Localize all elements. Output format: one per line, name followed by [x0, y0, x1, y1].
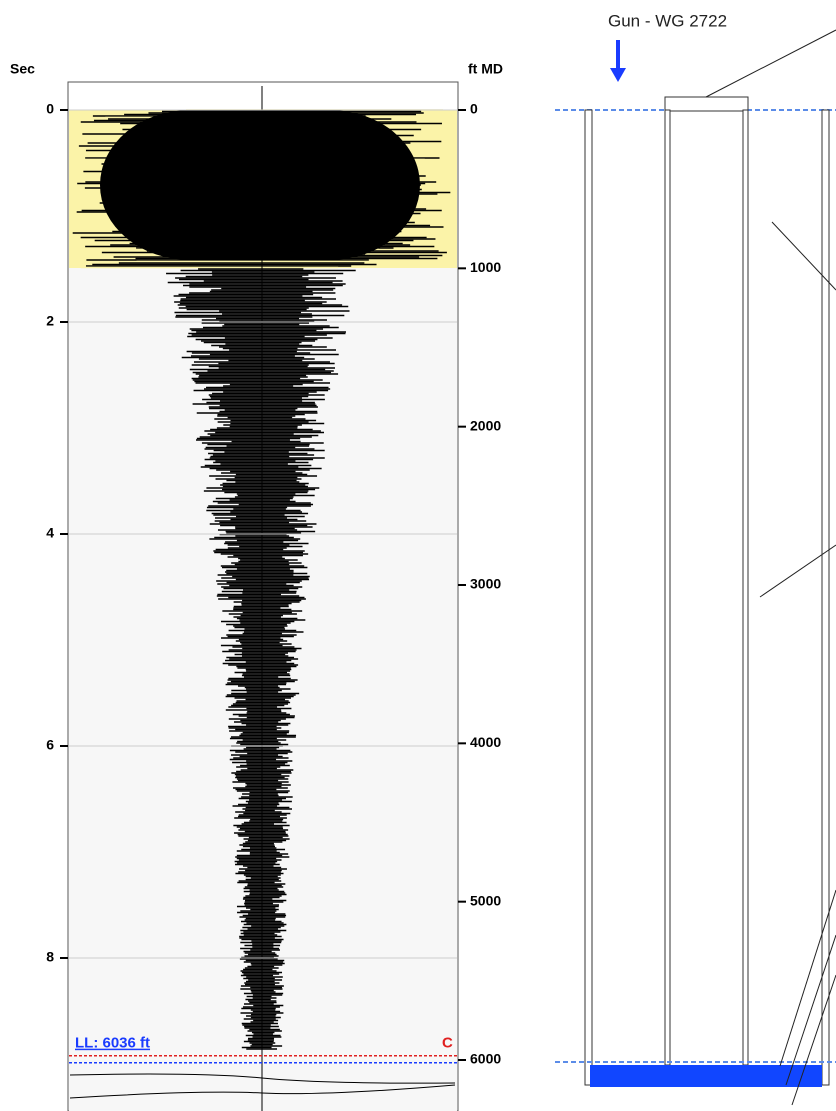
wellhead	[664, 96, 749, 112]
depth-tick-label: 5000	[470, 892, 501, 908]
depth-tick-label: 2000	[470, 417, 501, 433]
time-axis-label: Sec	[10, 61, 35, 77]
depth-tick-label: 3000	[470, 576, 501, 592]
depth-tick-label: 1000	[470, 259, 501, 275]
casing-left	[584, 109, 593, 1086]
leader-lines	[705, 29, 836, 1106]
time-tick-label: 8	[46, 949, 54, 965]
liquid-level-label: LL: 6036 ft	[75, 1035, 150, 1052]
casing-right	[821, 109, 830, 1086]
tubing-left	[664, 109, 671, 1066]
time-tick-label: 2	[46, 313, 54, 329]
gun-arrow-head	[610, 68, 626, 82]
depth-tick-label: 6000	[470, 1051, 501, 1067]
depth-axis-label: ft MD	[468, 61, 503, 77]
collar-marker: C	[442, 1035, 453, 1052]
fluid	[590, 1065, 822, 1087]
trace-core	[100, 110, 420, 260]
gun-label: Gun - WG 2722	[608, 11, 727, 30]
acoustic-trace	[69, 86, 456, 1111]
tail-trace	[69, 1073, 456, 1099]
depth-tick-label: 0	[470, 101, 478, 117]
time-tick-label: 6	[46, 737, 54, 753]
time-tick-label: 4	[46, 525, 54, 541]
depth-tick-label: 4000	[470, 734, 501, 750]
time-tick-label: 0	[46, 101, 54, 117]
tubing-right	[742, 109, 749, 1066]
